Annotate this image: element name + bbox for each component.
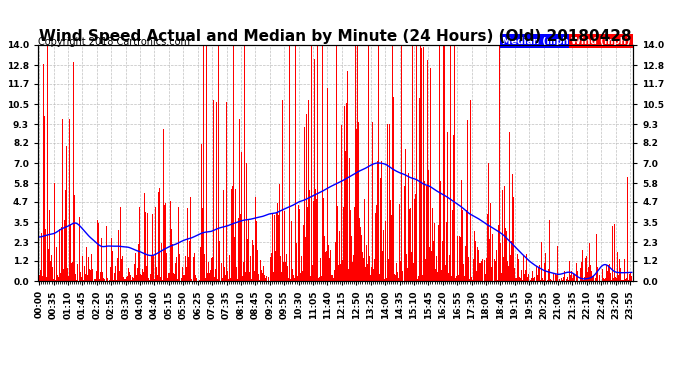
Text: Wind (mph): Wind (mph) [571, 37, 631, 46]
Text: Median (mph): Median (mph) [502, 37, 573, 46]
Text: Copyright 2018 Cartronics.com: Copyright 2018 Cartronics.com [38, 37, 190, 47]
Title: Wind Speed Actual and Median by Minute (24 Hours) (Old) 20180428: Wind Speed Actual and Median by Minute (… [39, 29, 632, 44]
